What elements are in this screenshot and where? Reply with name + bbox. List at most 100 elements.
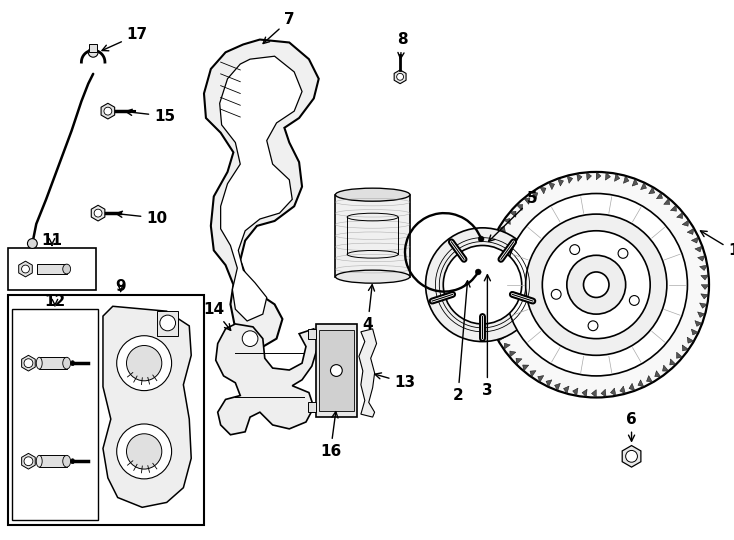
Polygon shape [504, 219, 510, 225]
Circle shape [567, 255, 625, 314]
Text: 17: 17 [102, 27, 148, 51]
Polygon shape [494, 234, 501, 240]
Polygon shape [656, 192, 663, 199]
Circle shape [94, 209, 102, 217]
Polygon shape [596, 172, 601, 180]
Polygon shape [485, 261, 493, 266]
Polygon shape [623, 176, 629, 184]
Polygon shape [619, 386, 625, 394]
Polygon shape [622, 446, 641, 467]
Polygon shape [677, 352, 683, 358]
Polygon shape [614, 174, 619, 181]
Bar [12, 309, 98, 520]
Polygon shape [216, 324, 319, 435]
Circle shape [551, 289, 561, 299]
Circle shape [117, 424, 172, 479]
Circle shape [126, 434, 161, 469]
Polygon shape [663, 365, 669, 371]
Circle shape [625, 450, 637, 462]
Circle shape [542, 231, 650, 339]
Polygon shape [558, 179, 564, 186]
Polygon shape [101, 103, 115, 119]
Polygon shape [573, 388, 578, 396]
Polygon shape [485, 299, 493, 305]
Polygon shape [490, 318, 498, 323]
Polygon shape [592, 390, 596, 397]
Text: 9: 9 [115, 279, 126, 294]
Polygon shape [498, 226, 506, 232]
Polygon shape [641, 183, 647, 190]
Circle shape [426, 228, 539, 342]
Ellipse shape [63, 264, 70, 274]
Text: 5: 5 [489, 191, 538, 241]
Polygon shape [484, 289, 492, 294]
Polygon shape [638, 380, 644, 387]
Polygon shape [682, 345, 688, 351]
Circle shape [126, 346, 161, 381]
Circle shape [242, 331, 258, 347]
Polygon shape [548, 183, 555, 190]
Polygon shape [577, 174, 582, 181]
Polygon shape [510, 211, 516, 217]
Bar [308, 329, 316, 339]
Ellipse shape [63, 455, 70, 467]
Circle shape [570, 245, 580, 254]
Polygon shape [586, 172, 592, 180]
Polygon shape [359, 329, 377, 417]
Bar [39, 357, 67, 369]
Polygon shape [517, 205, 523, 211]
Polygon shape [18, 261, 32, 277]
Circle shape [330, 364, 342, 376]
Polygon shape [523, 365, 528, 371]
Text: 2: 2 [453, 281, 470, 403]
Polygon shape [91, 205, 105, 221]
Text: 8: 8 [397, 32, 407, 59]
Circle shape [88, 48, 98, 57]
Bar [316, 324, 357, 417]
Text: 11: 11 [42, 233, 62, 248]
Circle shape [629, 295, 639, 306]
Polygon shape [494, 326, 501, 333]
Text: 15: 15 [126, 109, 175, 124]
Polygon shape [687, 228, 694, 234]
Ellipse shape [335, 270, 410, 283]
Bar [8, 248, 96, 289]
Polygon shape [524, 198, 530, 204]
Polygon shape [655, 370, 661, 377]
Text: 10: 10 [116, 211, 167, 226]
Polygon shape [700, 303, 708, 308]
Bar [308, 402, 316, 412]
Circle shape [476, 269, 482, 275]
Circle shape [24, 457, 33, 465]
Circle shape [27, 239, 37, 248]
Ellipse shape [335, 188, 410, 201]
Polygon shape [484, 280, 491, 285]
Ellipse shape [70, 361, 75, 366]
Bar [90, 44, 97, 52]
Polygon shape [539, 187, 546, 194]
Circle shape [588, 321, 598, 330]
Bar [37, 264, 67, 274]
Polygon shape [695, 321, 702, 326]
Polygon shape [601, 389, 606, 397]
Polygon shape [677, 212, 683, 219]
Polygon shape [647, 376, 653, 382]
Ellipse shape [63, 357, 70, 369]
Polygon shape [546, 380, 552, 387]
Polygon shape [394, 70, 406, 84]
Bar [8, 294, 204, 525]
Text: 4: 4 [363, 285, 374, 332]
Polygon shape [611, 388, 616, 396]
Polygon shape [670, 205, 677, 211]
Polygon shape [664, 198, 670, 205]
Polygon shape [204, 39, 319, 348]
Polygon shape [691, 237, 699, 243]
Bar [319, 330, 354, 411]
Polygon shape [510, 351, 516, 357]
Polygon shape [21, 454, 35, 469]
Circle shape [24, 359, 33, 368]
Circle shape [117, 336, 172, 390]
Polygon shape [701, 294, 708, 299]
Text: 6: 6 [626, 411, 637, 441]
Polygon shape [697, 255, 705, 261]
